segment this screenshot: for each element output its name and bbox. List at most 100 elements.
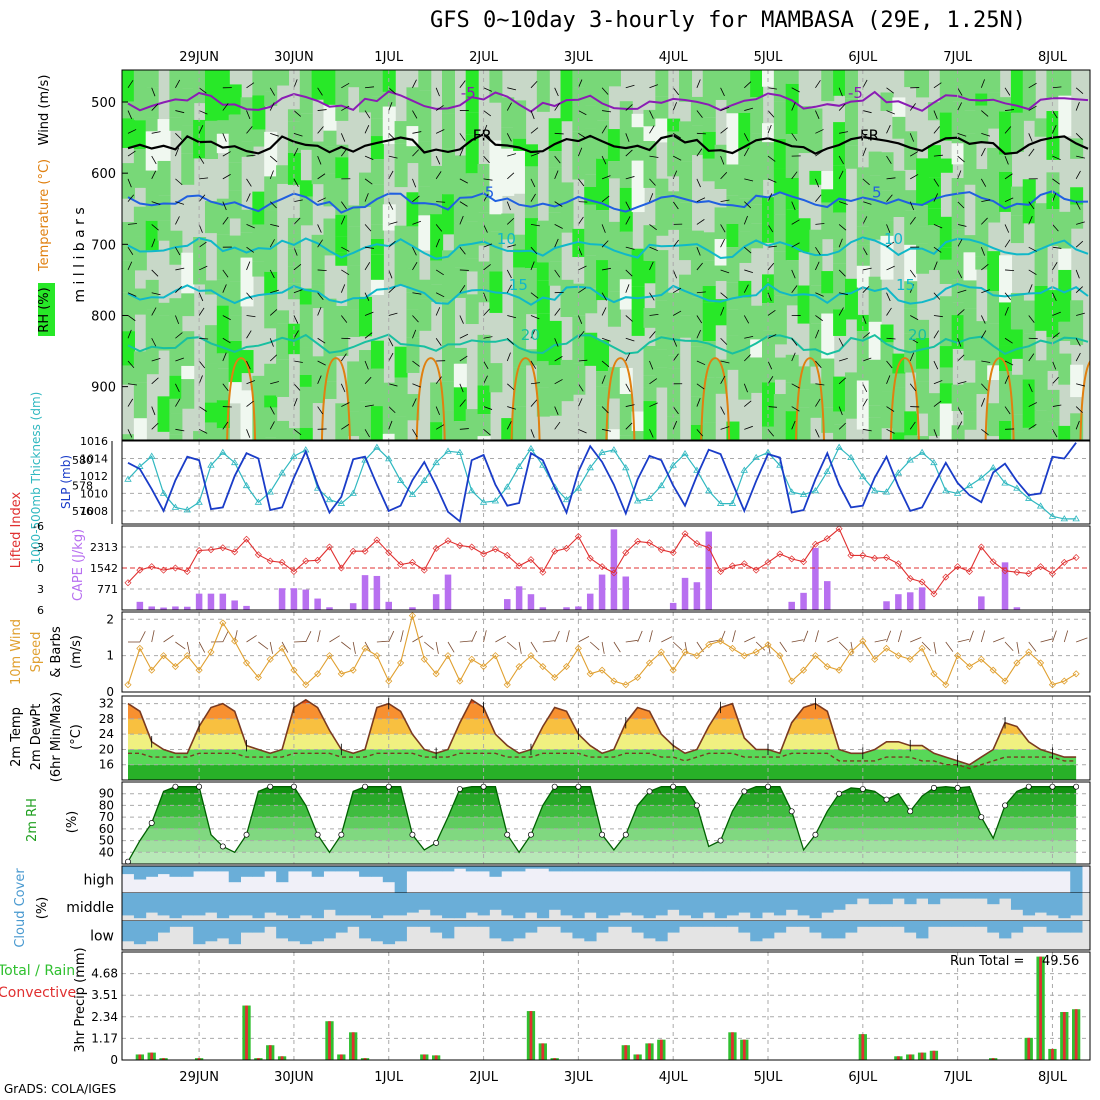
- cloud-bar: [572, 893, 585, 919]
- cloud-level-label: low: [90, 929, 114, 945]
- wind-barb: [862, 216, 868, 225]
- wind-barb: [341, 105, 350, 111]
- bottom-date-label: 29JUN: [179, 1070, 219, 1085]
- wind-barb: [1004, 155, 1009, 165]
- wind-barb: [1028, 246, 1037, 252]
- cloud-bar: [939, 866, 953, 872]
- cloud-bar: [394, 866, 407, 893]
- rh-cell: [702, 341, 716, 378]
- wind-barb: [507, 244, 517, 248]
- wind-barb: [886, 110, 895, 115]
- warm-contour: [226, 357, 257, 440]
- wind-barb: [198, 110, 208, 115]
- wind-barb: [175, 110, 185, 114]
- rh-cell: [228, 281, 242, 316]
- wind-barb: [246, 110, 251, 120]
- wind-barb: [838, 358, 848, 362]
- run-total-value: 49.56: [1042, 954, 1079, 969]
- wind-barb: [696, 219, 705, 225]
- wind-barb: [1028, 424, 1037, 430]
- wind-barb: [246, 330, 252, 339]
- rh-cell: [133, 418, 147, 440]
- rh-cell: [702, 158, 716, 182]
- rh-cell: [833, 70, 847, 96]
- wind-barb: [163, 634, 174, 643]
- wind-barb: [530, 329, 536, 339]
- wind-barb: [127, 315, 136, 322]
- rh-cell: [406, 146, 420, 164]
- cloud-unit-label: (%): [35, 897, 50, 920]
- wind-barb: [791, 201, 796, 211]
- wind-speed-point: [776, 652, 784, 660]
- lifted-tick-label: 6: [37, 604, 44, 617]
- rh-cell: [145, 220, 159, 251]
- thickness-axis-label: 1000-500mb Thickness (dm): [29, 392, 43, 565]
- wind-speed-point: [954, 652, 962, 660]
- wind-barb: [1052, 332, 1060, 339]
- cloud-bar: [477, 893, 490, 916]
- rh-cell: [596, 70, 610, 121]
- wind-barb: [910, 636, 922, 643]
- cape-bar: [172, 606, 179, 610]
- rh-cell: [276, 165, 290, 184]
- wind-barb: [317, 109, 327, 111]
- wind-barb: [838, 170, 844, 180]
- wind-barb: [649, 193, 654, 202]
- slp-thickness-panel: 580578576101610141012101010081000-500mb …: [29, 392, 1091, 565]
- wind-barb: [151, 307, 157, 316]
- rh-cell: [453, 155, 467, 207]
- temperature-contour-label: FR: [473, 127, 492, 145]
- wind-speed-point: [1025, 648, 1033, 656]
- wind-barb: [578, 79, 583, 88]
- rh-cell: [596, 340, 610, 372]
- wind-speed-point: [882, 644, 891, 652]
- rh-cell: [975, 214, 989, 257]
- thickness-point: [503, 483, 511, 490]
- thickness-point: [527, 444, 535, 452]
- wind-barb: [246, 193, 251, 202]
- rh-cell: [299, 347, 313, 375]
- cloud-bar: [193, 921, 206, 945]
- wind-barb: [530, 224, 540, 227]
- wind-axis-label: Wind (m/s): [37, 75, 52, 146]
- wind-barb: [1004, 126, 1012, 134]
- lifted-point: [254, 551, 262, 559]
- wind-barb: [578, 287, 587, 294]
- wind-barb: [672, 269, 678, 279]
- wind-barb: [602, 110, 612, 113]
- lifted-point: [645, 539, 653, 547]
- wind-barb: [1052, 292, 1057, 302]
- rh-cell: [880, 220, 894, 236]
- wind-barb: [459, 428, 469, 430]
- wind-barb: [293, 289, 303, 294]
- rh-cell: [797, 285, 811, 324]
- cloud-bar: [999, 893, 1012, 899]
- precip-convective-bar: [138, 1054, 142, 1060]
- precip-convective-bar: [636, 1054, 640, 1060]
- rh-cell: [690, 230, 704, 247]
- wind-barb: [293, 330, 299, 339]
- wind-barb: [1052, 429, 1058, 438]
- wind-barb: [649, 378, 658, 385]
- cloud-bar: [335, 921, 348, 933]
- cloud-bar: [323, 866, 336, 872]
- wind-barb: [1052, 110, 1058, 119]
- rh-cell: [252, 70, 266, 96]
- rh-cell: [892, 116, 906, 139]
- rh-cell: [501, 439, 515, 440]
- wind-barb: [341, 201, 347, 210]
- wind-barb: [175, 383, 180, 393]
- rh-cell: [536, 387, 550, 417]
- wind-barb: [269, 354, 278, 362]
- wind-barb: [862, 178, 870, 186]
- wind-barb: [352, 641, 356, 654]
- wind-barb: [933, 380, 943, 385]
- thickness-point: [385, 455, 393, 462]
- rh-cell: [809, 170, 823, 185]
- rh-cell: [216, 70, 230, 121]
- rh-cell: [631, 127, 645, 144]
- rh-cell: [157, 396, 171, 432]
- rh-cell: [939, 403, 953, 440]
- cloud-bar: [299, 866, 313, 872]
- rh-cell: [833, 376, 847, 412]
